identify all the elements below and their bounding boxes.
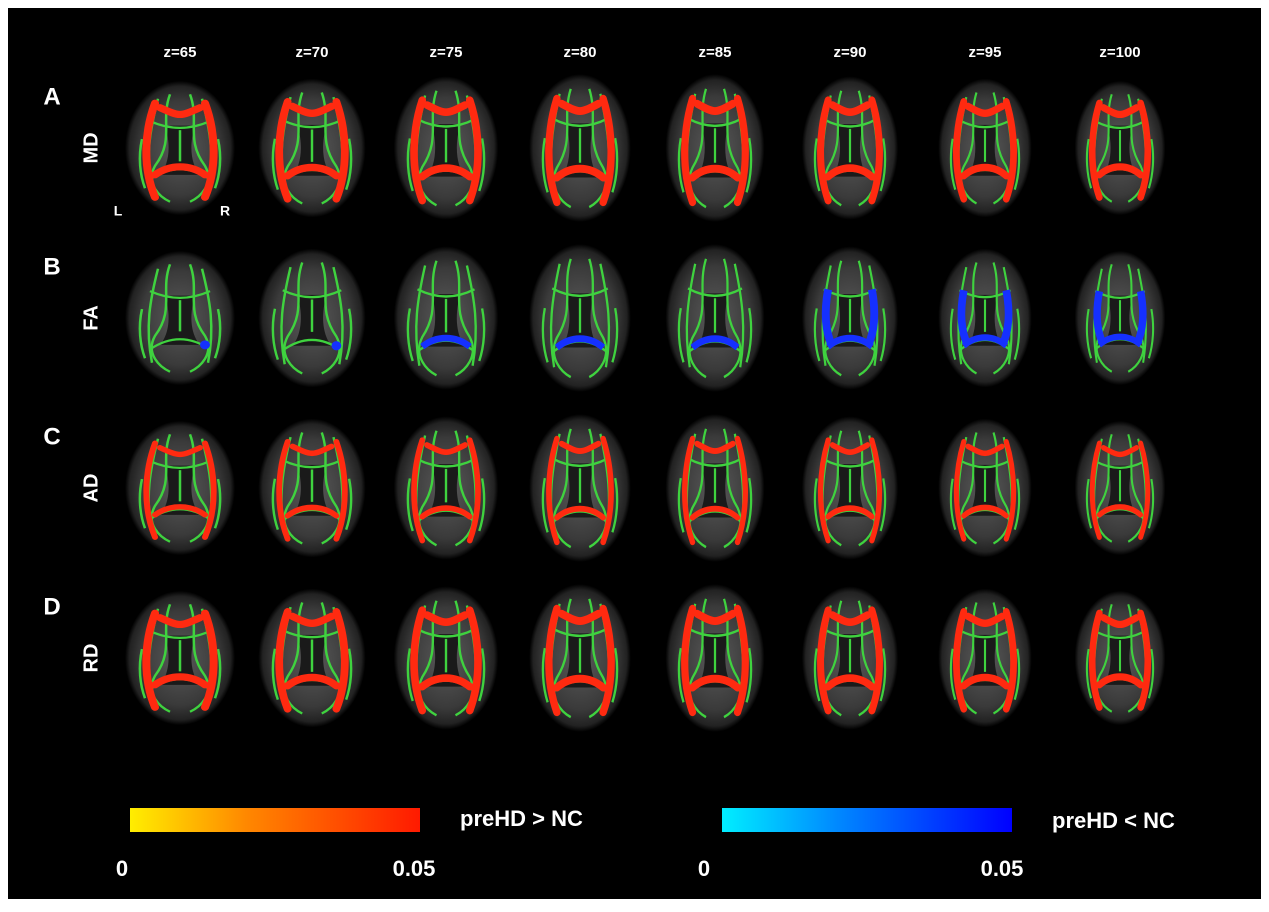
brain-slice bbox=[258, 79, 365, 218]
figure: L R preHD > NC preHD < NC 0 0.05 0 0.05 … bbox=[0, 0, 1269, 907]
brain-slice bbox=[1075, 81, 1166, 215]
colorbar bbox=[722, 808, 1012, 832]
brain-slice bbox=[1075, 591, 1166, 725]
brain-slice bbox=[802, 246, 898, 389]
brain-slice bbox=[666, 414, 765, 562]
brain-slice bbox=[125, 591, 235, 725]
brain-slice bbox=[1075, 421, 1166, 555]
brain-slice bbox=[394, 246, 499, 389]
column-label: z=65 bbox=[164, 44, 197, 61]
brain-slice bbox=[394, 586, 499, 729]
brain-slice bbox=[125, 81, 235, 215]
legend-max: 0.05 bbox=[981, 856, 1024, 881]
brain-slice bbox=[666, 584, 765, 732]
brain-slice bbox=[394, 416, 499, 559]
legend-label: preHD < NC bbox=[1052, 808, 1175, 833]
brain-slice bbox=[938, 249, 1032, 388]
orientation-right: R bbox=[220, 203, 230, 219]
row-label: FA bbox=[80, 305, 102, 331]
brain-slice bbox=[125, 421, 235, 555]
brain-slice bbox=[1075, 251, 1166, 385]
row-letter: B bbox=[43, 253, 60, 280]
brain-slice bbox=[529, 584, 631, 732]
brain-slice bbox=[802, 416, 898, 559]
column-label: z=85 bbox=[699, 44, 732, 61]
column-label: z=70 bbox=[296, 44, 329, 61]
legend-min: 0 bbox=[116, 856, 128, 881]
column-label: z=100 bbox=[1099, 44, 1140, 61]
column-label: z=95 bbox=[969, 44, 1002, 61]
brain-slice bbox=[258, 249, 365, 388]
brain-slice bbox=[802, 76, 898, 219]
brain-slice bbox=[529, 74, 631, 222]
blue-overlay bbox=[200, 340, 210, 349]
brain-slice bbox=[938, 79, 1032, 218]
brain-slice bbox=[529, 414, 631, 562]
row-letter: D bbox=[43, 593, 60, 620]
legend-label: preHD > NC bbox=[460, 806, 583, 831]
brain-slice bbox=[938, 589, 1032, 728]
row-label: RD bbox=[80, 644, 102, 673]
brain-slice bbox=[394, 76, 499, 219]
row-letter: A bbox=[43, 83, 60, 110]
legend-min: 0 bbox=[698, 856, 710, 881]
row-label: MD bbox=[80, 132, 102, 163]
page: L R preHD > NC preHD < NC 0 0.05 0 0.05 … bbox=[0, 0, 1269, 907]
brain-slice bbox=[258, 589, 365, 728]
legend-max: 0.05 bbox=[393, 856, 436, 881]
column-label: z=80 bbox=[564, 44, 597, 61]
brain-slice bbox=[666, 74, 765, 222]
colorbar bbox=[130, 808, 420, 832]
column-label: z=90 bbox=[834, 44, 867, 61]
blue-overlay bbox=[332, 341, 342, 350]
brain-slice bbox=[258, 419, 365, 558]
column-label: z=75 bbox=[430, 44, 463, 61]
brain-slice bbox=[802, 586, 898, 729]
brain-slice bbox=[938, 419, 1032, 558]
brain-slice bbox=[666, 244, 765, 392]
brain-slice bbox=[125, 251, 235, 385]
row-label: AD bbox=[80, 474, 102, 503]
brain-slice bbox=[529, 244, 631, 392]
row-letter: C bbox=[43, 423, 60, 450]
orientation-left: L bbox=[114, 203, 123, 219]
